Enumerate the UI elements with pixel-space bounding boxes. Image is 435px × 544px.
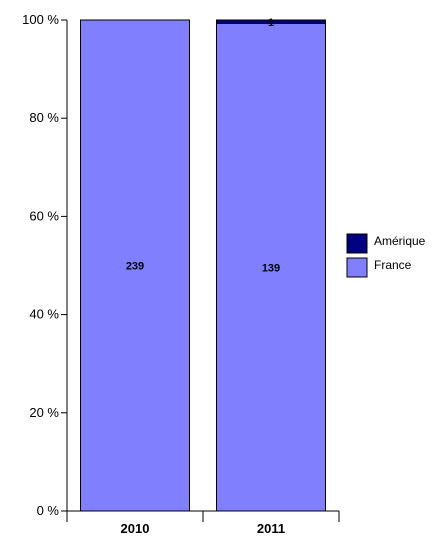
bar-amerique-2011: [216, 19, 326, 25]
y-tick-label-60: 60 %: [29, 208, 59, 223]
x-tick-label-2011: 2011: [257, 521, 285, 536]
legend-swatch-amerique: [346, 233, 368, 254]
x-tick-label-2010: 2010: [121, 521, 150, 536]
y-tick-label-100: 100 %: [22, 12, 59, 27]
y-tick-label-0: 0 %: [37, 503, 60, 518]
y-tick-label-20: 20 %: [29, 405, 59, 420]
bars-layer: [80, 19, 326, 512]
legend: Amérique France: [346, 233, 426, 278]
data-label-amerique-2011: 1: [268, 17, 274, 29]
labels-layer: 239 139 1 0 % 20 % 40 % 60 % 80 % 100 % 2010 2011: [22, 12, 285, 536]
y-tick-label-40: 40 %: [29, 307, 59, 322]
bar-france-2010: [80, 19, 190, 512]
axes-layer: [61, 19, 340, 522]
y-tick-label-80: 80 %: [29, 110, 59, 125]
data-label-france-2010: 239: [126, 261, 144, 273]
legend-swatch-france: [346, 257, 368, 278]
legend-label-france: France: [374, 258, 412, 272]
bar-france-2011: [216, 23, 326, 512]
legend-label-amerique: Amérique: [374, 234, 426, 248]
data-label-france-2011: 139: [262, 262, 280, 274]
